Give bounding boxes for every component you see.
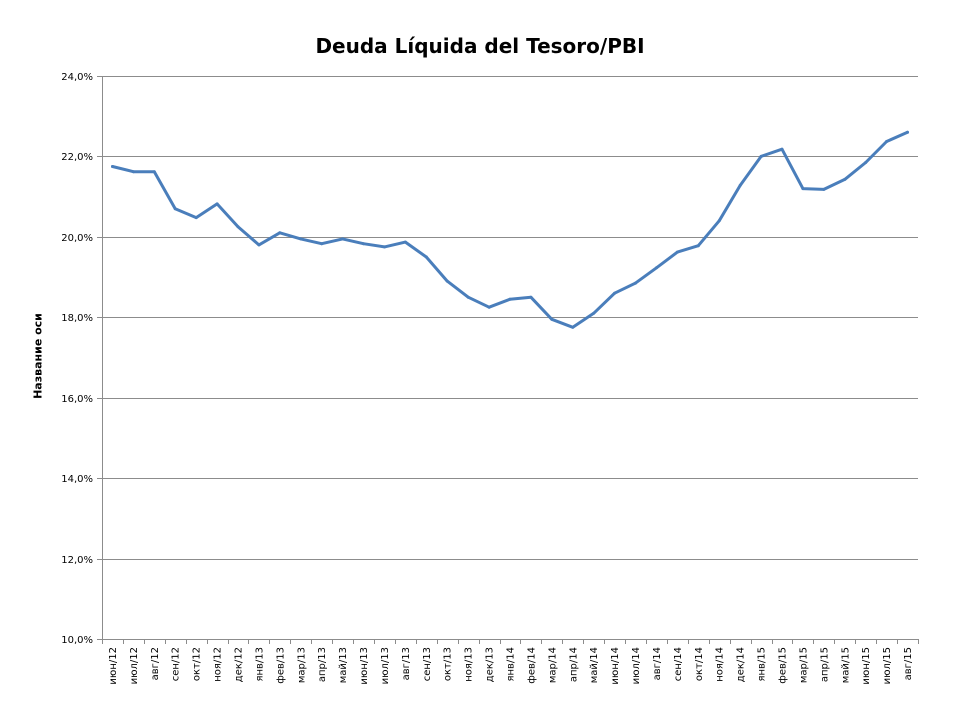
data-point — [780, 147, 784, 151]
data-point — [592, 311, 596, 315]
data-point — [424, 255, 428, 259]
y-tick-label: 18,0% — [61, 313, 93, 324]
data-point — [759, 154, 763, 158]
axes — [97, 76, 919, 644]
series-layer — [111, 130, 909, 329]
chart-title: Deuda Líquida del Tesoro/PBI — [315, 34, 645, 58]
data-point — [696, 244, 700, 248]
x-tick-label: фев/15 — [778, 647, 789, 684]
x-tick-label: июн/15 — [861, 647, 872, 685]
x-tick-label: апр/14 — [568, 647, 579, 682]
x-tick-label: апр/15 — [819, 647, 830, 682]
data-point — [152, 170, 156, 174]
x-tick-label: фев/13 — [275, 647, 286, 684]
data-point — [550, 317, 554, 321]
y-tick-label: 10,0% — [61, 635, 93, 646]
data-point — [194, 216, 198, 220]
x-tick-label: ноя/13 — [464, 647, 475, 682]
x-tick-label: янв/14 — [506, 647, 517, 682]
data-point — [278, 231, 282, 235]
data-point — [403, 240, 407, 244]
data-point — [257, 243, 261, 247]
y-tick-label: 12,0% — [61, 555, 93, 566]
data-point — [445, 279, 449, 283]
y-tick-label: 24,0% — [61, 72, 93, 83]
x-tick-label: авг/12 — [150, 647, 161, 680]
data-point — [822, 187, 826, 191]
data-point — [906, 130, 909, 134]
x-tick-label: сен/14 — [673, 647, 684, 681]
data-point — [508, 297, 512, 301]
x-tick-label: дек/13 — [485, 647, 496, 682]
x-tick-label: июл/12 — [129, 647, 140, 684]
data-point — [655, 266, 658, 270]
x-tick-label: окт/12 — [192, 647, 203, 681]
x-tick-label: май/15 — [840, 647, 851, 683]
x-tick-label: дек/14 — [736, 647, 747, 682]
x-tick-label: мар/13 — [296, 647, 307, 683]
x-tick-label: мар/14 — [547, 647, 558, 683]
data-point — [487, 305, 491, 309]
x-tick-label: окт/13 — [443, 647, 454, 681]
y-tick-label: 14,0% — [61, 474, 93, 485]
data-point — [801, 187, 805, 191]
x-tick-label: июн/12 — [108, 647, 119, 685]
y-tick-labels: 10,0% 12,0% 14,0% 16,0% 18,0% 20,0% 22,0% 24,0% — [61, 72, 93, 646]
x-tick-label: ноя/14 — [715, 647, 726, 682]
data-point — [571, 325, 575, 329]
data-point — [717, 219, 721, 223]
data-point — [466, 295, 470, 299]
x-tick-label: мар/15 — [798, 647, 809, 683]
data-point — [236, 225, 240, 229]
x-tick-label: июл/14 — [631, 647, 642, 684]
x-tick-label: ноя/12 — [213, 647, 224, 682]
x-tick-label: янв/13 — [254, 647, 265, 682]
x-tick-label: июн/14 — [610, 647, 621, 685]
gridlines — [102, 76, 918, 640]
x-tick-label: авг/13 — [401, 647, 412, 680]
data-point — [383, 245, 386, 249]
x-tick-label: июл/13 — [380, 647, 391, 684]
data-point — [362, 242, 365, 246]
data-point — [738, 183, 742, 187]
data-point — [864, 161, 868, 164]
data-point — [634, 281, 637, 285]
data-point — [215, 202, 219, 206]
data-point — [173, 207, 177, 211]
data-point — [675, 250, 679, 254]
data-point — [320, 242, 324, 246]
x-tick-label: авг/14 — [652, 647, 663, 680]
x-tick-label: апр/13 — [317, 647, 328, 682]
y-tick-label: 16,0% — [61, 394, 93, 405]
data-point — [529, 295, 533, 299]
y-tick-label: 20,0% — [61, 233, 93, 244]
data-point — [613, 291, 617, 295]
x-tick-label: июн/13 — [359, 647, 370, 685]
x-tick-label: окт/14 — [694, 647, 705, 681]
data-point — [341, 237, 345, 241]
x-tick-label: сен/13 — [422, 647, 433, 681]
data-point — [885, 140, 889, 143]
data-point — [111, 165, 114, 168]
x-tick-label: дек/12 — [234, 647, 245, 682]
data-point — [299, 237, 303, 241]
x-tick-label: май/13 — [338, 647, 349, 683]
x-tick-label: авг/15 — [903, 647, 914, 680]
data-point — [131, 170, 135, 174]
x-tick-labels: июн/12 июл/12 авг/12 сен/12 окт/12 ноя/12 дек/… — [108, 647, 914, 685]
x-tick-label: янв/15 — [757, 647, 768, 682]
x-tick-label: июл/15 — [882, 647, 893, 684]
x-tick-label: сен/12 — [171, 647, 182, 681]
data-point — [843, 177, 847, 181]
x-tick-label: фев/14 — [526, 647, 537, 684]
y-tick-label: 22,0% — [61, 152, 93, 163]
x-tick-label: май/14 — [589, 647, 600, 683]
